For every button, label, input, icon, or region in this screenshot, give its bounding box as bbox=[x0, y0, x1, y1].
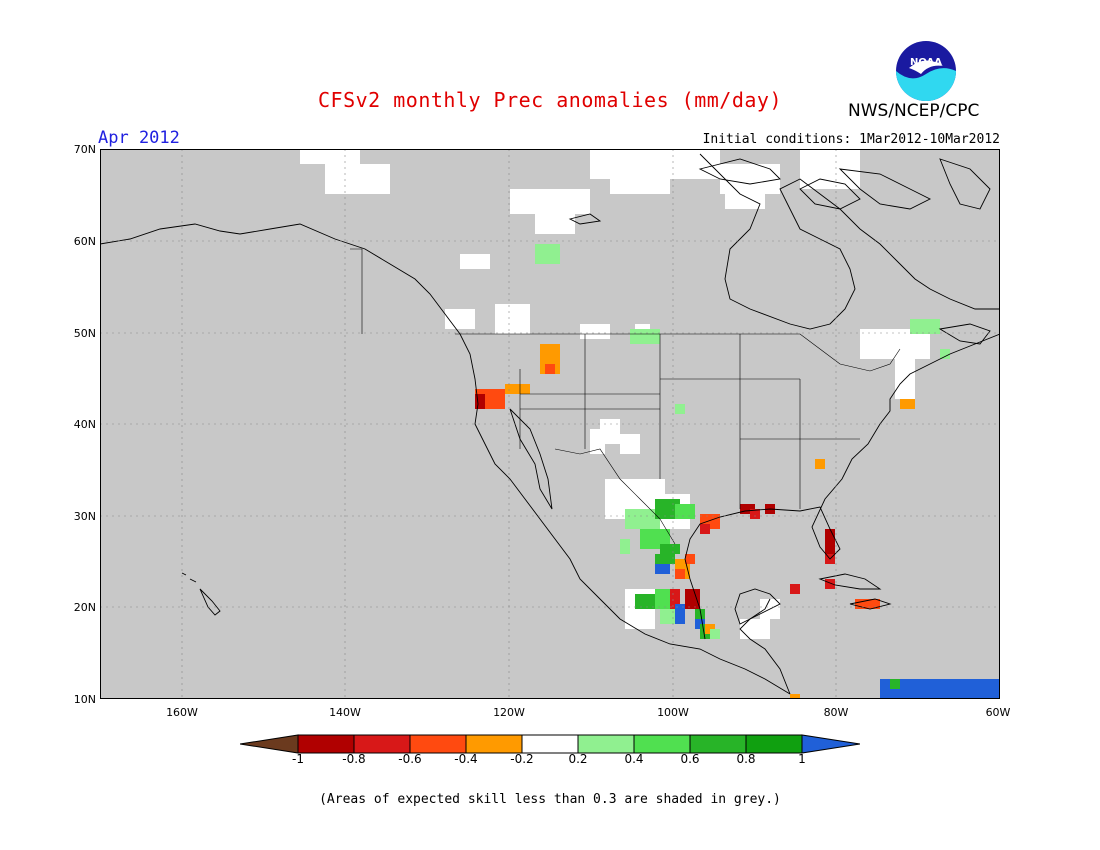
colorbar-label: -0.8 bbox=[342, 752, 366, 766]
lon-label: 120W bbox=[493, 706, 525, 719]
colorbar-label: 1 bbox=[798, 752, 806, 766]
anomaly-map bbox=[100, 149, 1000, 699]
lat-label: 20N bbox=[73, 601, 96, 614]
svg-text:NOAA: NOAA bbox=[910, 57, 942, 68]
colorbar-segment bbox=[745, 734, 803, 754]
lat-label: 30N bbox=[73, 510, 96, 523]
colorbar-segment bbox=[353, 734, 411, 754]
colorbar-segment bbox=[465, 734, 523, 754]
colorbar-label: 0.2 bbox=[568, 752, 588, 766]
gridlines bbox=[100, 149, 1000, 699]
lon-label: 160W bbox=[166, 706, 198, 719]
colorbar-segment bbox=[633, 734, 691, 754]
lat-label: 10N bbox=[73, 693, 96, 706]
lat-label: 60N bbox=[73, 235, 96, 248]
colorbar-label: -0.4 bbox=[454, 752, 478, 766]
lat-label: 40N bbox=[73, 418, 96, 431]
lat-label: 50N bbox=[73, 327, 96, 340]
forecast-month: Apr 2012 bbox=[98, 128, 180, 148]
colorbar-label: -0.2 bbox=[510, 752, 534, 766]
lon-label: 100W bbox=[657, 706, 689, 719]
lon-label: 140W bbox=[329, 706, 361, 719]
colorbar-segment bbox=[577, 734, 635, 754]
colorbar-segment bbox=[689, 734, 747, 754]
colorbar-segment bbox=[521, 734, 579, 754]
colorbar-label: 0.8 bbox=[736, 752, 756, 766]
skill-footnote: (Areas of expected skill less than 0.3 a… bbox=[319, 792, 781, 807]
lon-label: 80W bbox=[823, 706, 849, 719]
colorbar-label: 0.6 bbox=[680, 752, 700, 766]
colorbar-segment bbox=[297, 734, 355, 754]
colorbar-segment bbox=[240, 734, 299, 754]
agency-label: NWS/NCEP/CPC bbox=[848, 101, 980, 121]
initial-conditions: Initial conditions: 1Mar2012-10Mar2012 bbox=[702, 132, 1000, 147]
colorbar-label: -0.6 bbox=[398, 752, 422, 766]
colorbar-segment bbox=[801, 734, 860, 754]
colorbar-segment bbox=[409, 734, 467, 754]
colorbar-label: 0.4 bbox=[624, 752, 644, 766]
colorbar-label: -1 bbox=[292, 752, 304, 766]
lon-label: 60W bbox=[985, 706, 1011, 719]
noaa-logo-icon: NOAA bbox=[896, 41, 956, 101]
chart-title: CFSv2 monthly Prec anomalies (mm/day) bbox=[317, 88, 783, 112]
lat-label: 70N bbox=[73, 143, 96, 156]
colorbar bbox=[240, 734, 860, 754]
borders bbox=[350, 248, 901, 545]
anomaly-cells bbox=[475, 244, 1000, 699]
coastlines bbox=[100, 153, 1000, 695]
